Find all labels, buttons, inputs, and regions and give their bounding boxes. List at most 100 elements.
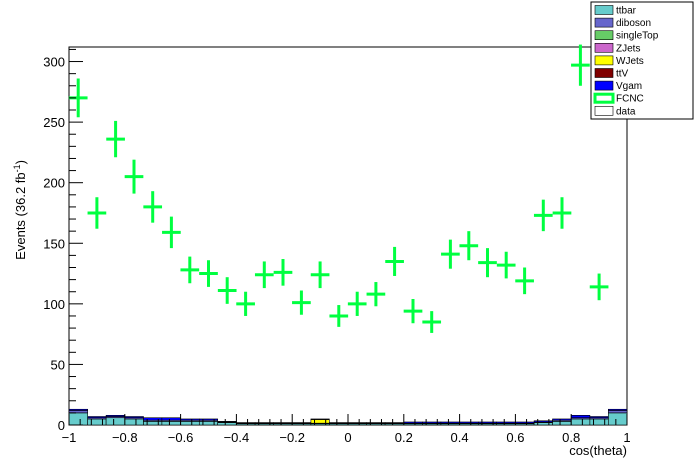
bar-ttbar-29: [608, 412, 628, 426]
fcnc-point-16: [366, 282, 386, 307]
bar-diboson-29: [608, 410, 628, 414]
legend-swatch: [594, 55, 614, 66]
legend-entry-data: data: [594, 106, 636, 117]
fcnc-point-8: [217, 277, 237, 304]
fcnc-point-7: [199, 260, 218, 287]
fcnc-point-14: [329, 305, 349, 327]
legend-label: singleTop: [616, 31, 659, 42]
bar-vgam-6: [180, 418, 200, 421]
x-tick-label: 0.2: [395, 430, 413, 445]
x-axis-title: cos(theta): [569, 443, 627, 458]
fcnc-point-5: [162, 216, 181, 249]
y-tick-label: 300: [43, 55, 65, 70]
x-tick-label: 1: [623, 430, 630, 445]
bar-vgam-10: [254, 422, 274, 424]
legend-entry-zjets: ZJets: [594, 42, 640, 54]
bar-vgam-21: [459, 421, 479, 424]
fcnc-point-13: [310, 261, 330, 289]
legend-label: ttV: [616, 69, 629, 80]
fcnc-point-27: [571, 44, 590, 86]
y-axis-title-main: Events (36.2 fb: [13, 172, 28, 259]
fcnc-point-23: [496, 251, 516, 279]
y-tick-label: 50: [51, 357, 65, 372]
legend-label: WJets: [616, 56, 644, 67]
legend-label: Vgam: [616, 81, 642, 92]
y-tick-label: 100: [43, 297, 65, 312]
y-tick-label: 0: [58, 418, 65, 433]
fcnc-point-24: [515, 267, 534, 295]
fcnc-point-26: [552, 197, 572, 229]
x-tick-label: 0: [344, 430, 351, 445]
legend-swatch: [594, 17, 614, 28]
bar-vgam-27: [570, 415, 591, 419]
legend-entry-fcnc: FCNC: [593, 92, 644, 105]
x-tick-label: −0.8: [112, 430, 138, 445]
fcnc-point-15: [347, 291, 367, 316]
legend-entry-wjets: WJets: [594, 55, 644, 67]
fcnc-point-20: [441, 239, 460, 269]
fcnc-point-6: [180, 256, 200, 284]
y-axis-title: Events (36.2 fb-1): [12, 160, 28, 260]
fcnc-point-12: [292, 290, 311, 315]
y-axis-title-end: ): [13, 160, 28, 164]
bar-vgam-17: [384, 422, 405, 424]
bar-vgam-25: [533, 420, 553, 423]
fcnc-point-3: [124, 159, 144, 194]
bar-vgam-28: [589, 416, 609, 419]
legend-label: diboson: [616, 18, 651, 29]
y-tick-label: 200: [43, 176, 65, 191]
bar-ttbar-28: [589, 418, 609, 426]
bar-vgam-20: [440, 421, 460, 424]
bar-vgam-4: [143, 417, 163, 421]
x-tick-label: 0.8: [562, 430, 580, 445]
bar-vgam-9: [236, 422, 256, 424]
bar-wjets-13: [310, 419, 330, 424]
fcnc-point-11: [273, 259, 293, 286]
bar-vgam-19: [422, 421, 442, 424]
bar-vgam-24: [515, 421, 535, 424]
fcnc-point-22: [478, 248, 497, 278]
bar-vgam-0: [68, 408, 88, 411]
bar-vgam-5: [161, 417, 181, 421]
legend-swatch: [594, 5, 614, 15]
legend-entry-ttbar: ttbar: [594, 5, 637, 17]
legend-swatch: [594, 68, 614, 78]
legend-label: FCNC: [616, 94, 644, 105]
fcnc-point-18: [403, 299, 423, 324]
bar-vgam-26: [552, 418, 572, 421]
y-axis-title-sup: -1: [12, 164, 22, 172]
legend-entry-singletop: singleTop: [594, 30, 659, 42]
legend-swatch: [594, 30, 614, 41]
bar-ttbar-1: [87, 418, 107, 426]
y-tick-label: 250: [43, 115, 65, 130]
fcnc-point-28: [589, 273, 609, 301]
fcnc-point-17: [385, 246, 404, 276]
x-tick-label: −0.2: [279, 430, 305, 445]
bar-vgam-22: [477, 421, 498, 424]
bar-vgam-2: [105, 415, 126, 417]
legend-entry-diboson: diboson: [594, 17, 651, 29]
bar-vgam-12: [291, 422, 312, 424]
x-tick-label: −0.4: [224, 430, 250, 445]
fcnc-point-21: [459, 231, 479, 261]
legend-label: ZJets: [616, 43, 640, 54]
fcnc-point-1: [87, 197, 107, 229]
legend-swatch: [594, 42, 614, 53]
bar-vgam-18: [403, 421, 423, 424]
bar-vgam-14: [329, 422, 349, 424]
bar-vgam-23: [496, 421, 516, 424]
x-tick-label: −0.6: [168, 430, 194, 445]
bar-vgam-1: [87, 416, 107, 419]
bar-ttbar-27: [570, 418, 591, 426]
bar-ttbar-25: [533, 422, 553, 426]
fcnc-points: [68, 44, 609, 333]
bar-ttbar-2: [105, 417, 126, 426]
fcnc-point-19: [422, 311, 442, 333]
legend-entry-ttv: ttV: [594, 68, 629, 80]
fcnc-point-4: [143, 191, 163, 223]
fcnc-point-9: [236, 291, 255, 316]
x-tick-label: 0.4: [451, 430, 469, 445]
fcnc-point-10: [254, 261, 274, 289]
